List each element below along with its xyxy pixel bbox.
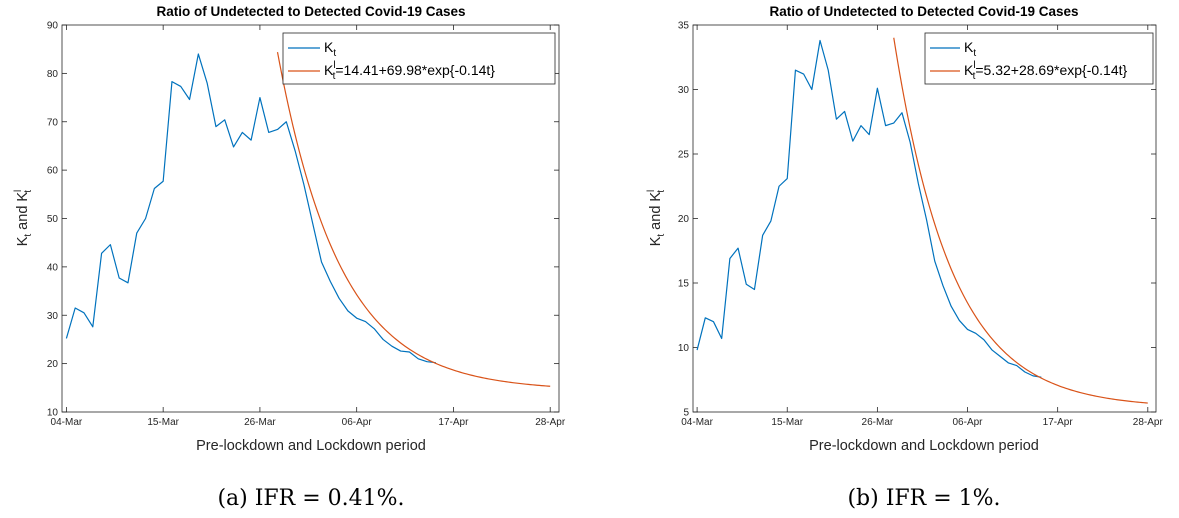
legend-box: [282, 32, 556, 85]
series-layer: [65, 52, 551, 387]
ylabel-sub1: t: [656, 234, 667, 237]
chart-panel-a: Ratio of Undetected to Detected Covid-19…: [13, 4, 566, 511]
x-tick-label: 06-Apr: [953, 417, 984, 428]
ylabel-sub2: t: [23, 190, 34, 193]
caption: (a) IFR = 0.41%.: [217, 486, 404, 511]
y-tick-label: 25: [678, 150, 690, 161]
x-tick-label: 26-Mar: [862, 417, 894, 428]
legend-box: [924, 32, 1154, 85]
svg-text:Kt and Klt: Kt and Klt: [646, 190, 667, 247]
ylabel-sub2: t: [656, 190, 667, 193]
y-tick-label: 35: [678, 21, 690, 32]
y-tick-label: 90: [47, 21, 59, 32]
x-tick-label: 17-Apr: [438, 417, 469, 428]
y-tick-label: 20: [678, 214, 690, 225]
plot-area: [692, 24, 1157, 413]
ylabel-k2: K: [648, 192, 664, 202]
x-tick-label: 28-Apr: [1133, 417, 1164, 428]
x-tick-label: 17-Apr: [1043, 417, 1074, 428]
chart-title: Ratio of Undetected to Detected Covid-19…: [156, 4, 465, 19]
y-tick-label: 40: [47, 262, 59, 273]
series-line-kt: [65, 53, 436, 364]
x-tick-label: 04-Mar: [681, 417, 713, 428]
legend: Kt Kl t=5.32+28.69*exp{-0.14t}: [924, 32, 1154, 85]
series-line-klt-fit: [276, 52, 551, 387]
y-tick-label: 10: [678, 343, 690, 354]
ylabel-and: and: [648, 202, 664, 234]
chart-title: Ratio of Undetected to Detected Covid-19…: [769, 4, 1078, 19]
y-tick-label: 30: [47, 311, 59, 322]
x-tick-label: 26-Mar: [244, 417, 276, 428]
legend: Kt Kl t=14.41+69.98*exp{-0.14t}: [282, 32, 556, 85]
y-tick-label: 70: [47, 117, 59, 128]
x-tick-label: 06-Apr: [342, 417, 373, 428]
series-line-kt: [696, 39, 1042, 378]
chart-panel-b: Ratio of Undetected to Detected Covid-19…: [646, 4, 1163, 511]
x-axis-label: Pre-lockdown and Lockdown period: [809, 438, 1039, 454]
y-tick-label: 10: [47, 408, 59, 419]
ylabel-sup2: l: [646, 190, 657, 192]
x-tick-label: 15-Mar: [771, 417, 803, 428]
y-axis-label: Kt and Klt: [646, 190, 667, 247]
y-tick-label: 5: [683, 408, 689, 419]
axis-ticks: 10 20 30 40 50 60 70 80 90 04-Mar 15-Mar 26-Mar 06-A…: [47, 21, 566, 429]
y-tick-label: 50: [47, 214, 59, 225]
ylabel-k1: K: [15, 236, 31, 246]
ylabel-k2: K: [15, 192, 31, 202]
x-tick-label: 04-Mar: [51, 417, 83, 428]
y-tick-label: 80: [47, 69, 59, 80]
x-tick-label: 28-Apr: [535, 417, 566, 428]
caption: (b) IFR = 1%.: [847, 486, 1000, 511]
ylabel-k1: K: [648, 236, 664, 246]
legend-entry-kt: Kt: [324, 39, 336, 59]
series-line-klt-fit: [893, 37, 1148, 404]
y-tick-label: 15: [678, 279, 690, 290]
y-tick-label: 30: [678, 85, 690, 96]
ylabel-sub1: t: [23, 234, 34, 237]
plot-area: [61, 24, 560, 413]
y-tick-label: 20: [47, 359, 59, 370]
ylabel-sup2: l: [13, 190, 24, 192]
x-tick-label: 15-Mar: [147, 417, 179, 428]
legend-entry-klt: Kl t=14.41+69.98*exp{-0.14t}: [324, 60, 495, 82]
ylabel-and: and: [15, 202, 31, 234]
legend-entry-kt: Kt: [964, 39, 976, 59]
y-tick-label: 60: [47, 166, 59, 177]
axis-ticks: 5 10 15 20 25 30 35 04-Mar 15-Mar 26-Mar 06-Apr 17-…: [678, 21, 1164, 429]
legend-entry-klt: Kl t=5.32+28.69*exp{-0.14t}: [964, 60, 1127, 82]
x-axis-label: Pre-lockdown and Lockdown period: [196, 438, 426, 454]
svg-text:Kt and Klt: Kt and Klt: [13, 190, 34, 247]
series-layer: [696, 37, 1148, 404]
y-axis-label: Kt and Klt: [13, 190, 34, 247]
